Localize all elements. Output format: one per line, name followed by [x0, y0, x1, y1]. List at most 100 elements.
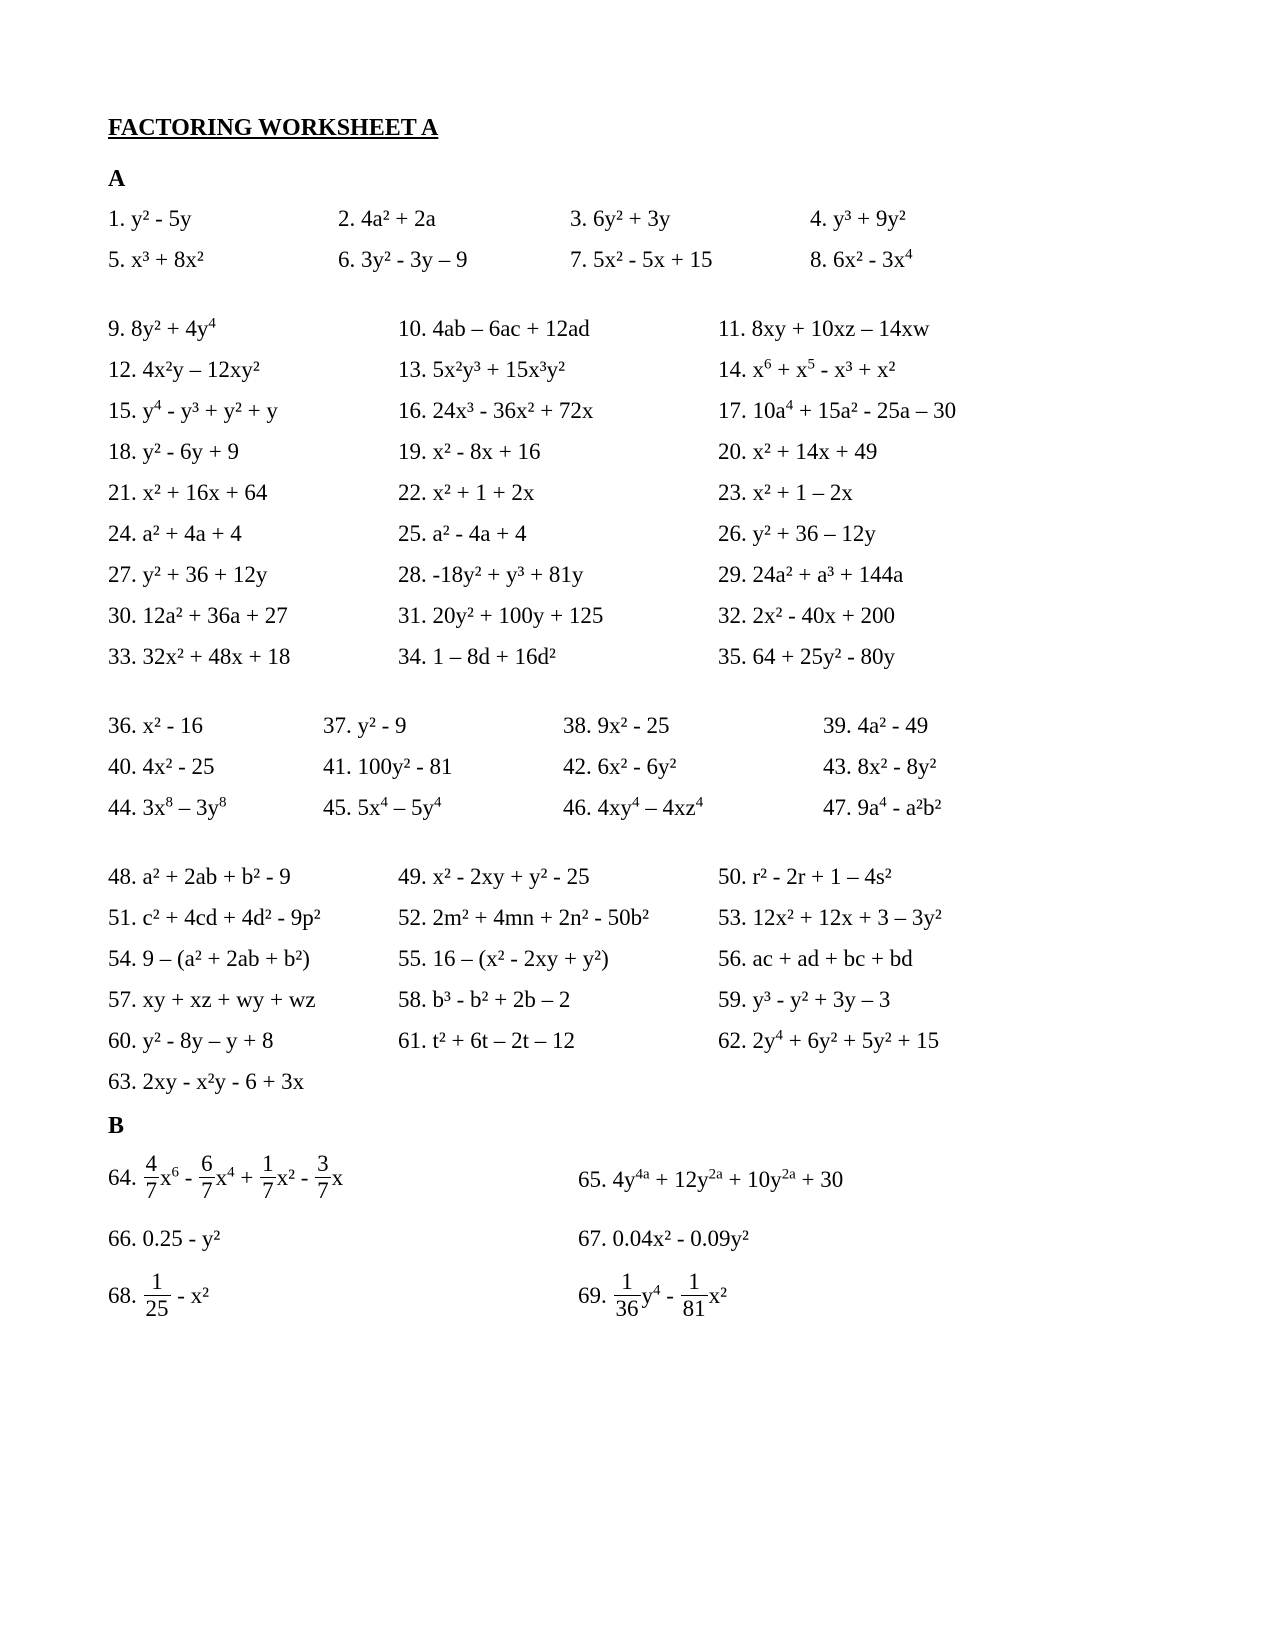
problem-row: 60. y² - 8y – y + 8 61. t² + 6t – 2t – 1… [108, 1029, 1175, 1052]
problem: 16. 24x³ - 36x² + 72x [398, 399, 718, 422]
problem-block-4: 48. a² + 2ab + b² - 9 49. x² - 2xy + y² … [108, 865, 1175, 1093]
denominator: 36 [614, 1295, 641, 1321]
fraction: 47 [144, 1152, 160, 1203]
expr-part: - x² [172, 1283, 210, 1308]
problem-block-b: 64. 47x6 - 67x4 + 17x² - 37x 65. 4y4a + … [108, 1154, 1175, 1324]
problem: 23. x² + 1 – 2x [718, 481, 853, 504]
problem: 52. 2m² + 4mn + 2n² - 50b² [398, 906, 718, 929]
problem: 22. x² + 1 + 2x [398, 481, 718, 504]
problem: 67. 0.04x² - 0.09y² [578, 1227, 749, 1250]
problem: 14. x6 + x5 - x³ + x² [718, 358, 895, 381]
expr-part: x [332, 1165, 344, 1190]
exponent: 2a [782, 1166, 796, 1182]
problem: 15. y4 - y³ + y² + y [108, 399, 398, 422]
exponent: 8 [166, 794, 173, 810]
problem: 45. 5x4 – 5y4 [323, 796, 563, 819]
expr-part: + [235, 1165, 259, 1190]
expr-part: x² - [277, 1165, 315, 1190]
numerator: 1 [144, 1270, 171, 1295]
problem: 61. t² + 6t – 2t – 12 [398, 1029, 718, 1052]
problem-row: 5. x³ + 8x² 6. 3y² - 3y – 9 7. 5x² - 5x … [108, 248, 1175, 271]
problem: 60. y² - 8y – y + 8 [108, 1029, 398, 1052]
expr-part: – 4xz [639, 795, 695, 820]
expr-part: 64. [108, 1165, 143, 1190]
denominator: 7 [199, 1177, 215, 1203]
numerator: 4 [144, 1152, 160, 1177]
problem: 33. 32x² + 48x + 18 [108, 645, 398, 668]
numerator: 1 [681, 1270, 708, 1295]
problem: 57. xy + xz + wy + wz [108, 988, 398, 1011]
problem: 32. 2x² - 40x + 200 [718, 604, 895, 627]
expr-part: 62. 2y [718, 1028, 776, 1053]
expr-part: 46. 4xy [563, 795, 632, 820]
problem: 38. 9x² - 25 [563, 714, 823, 737]
problem-row: 27. y² + 36 + 12y 28. -18y² + y³ + 81y 2… [108, 563, 1175, 586]
expr-part: x² [709, 1283, 727, 1308]
problem: 26. y² + 36 – 12y [718, 522, 876, 545]
problem-row: 66. 0.25 - y² 67. 0.04x² - 0.09y² [108, 1227, 1175, 1250]
exponent: 5 [807, 356, 814, 372]
expr-part: 69. [578, 1283, 613, 1308]
problem: 63. 2xy - x²y - 6 + 3x [108, 1070, 398, 1093]
exponent: 4 [208, 315, 215, 331]
expr-part: - a²b² [887, 795, 942, 820]
exponent: 4 [905, 246, 912, 262]
problem: 24. a² + 4a + 4 [108, 522, 398, 545]
problem: 13. 5x²y³ + 15x³y² [398, 358, 718, 381]
problem: 43. 8x² - 8y² [823, 755, 936, 778]
expr-part: + 6y² + 5y² + 15 [783, 1028, 939, 1053]
fraction: 136 [614, 1270, 641, 1321]
problem-row: 33. 32x² + 48x + 18 34. 1 – 8d + 16d² 35… [108, 645, 1175, 668]
problem: 55. 16 – (x² - 2xy + y²) [398, 947, 718, 970]
expr-part: 14. x [718, 357, 764, 382]
problem: 62. 2y4 + 6y² + 5y² + 15 [718, 1029, 939, 1052]
expr-part: – 5y [388, 795, 434, 820]
problem-row: 68. 125 - x² 69. 136y4 - 181x² [108, 1272, 1175, 1323]
problem-block-2: 9. 8y² + 4y4 10. 4ab – 6ac + 12ad 11. 8x… [108, 317, 1175, 668]
exponent: 4 [776, 1027, 783, 1043]
expr-part: – 3y [173, 795, 219, 820]
page-title: FACTORING WORKSHEET A [108, 115, 1175, 142]
problem: 3. 6y² + 3y [570, 207, 810, 230]
expr-part: 47. 9a [823, 795, 879, 820]
problem: 2. 4a² + 2a [338, 207, 570, 230]
problem: 27. y² + 36 + 12y [108, 563, 398, 586]
expr-part: 15. y [108, 398, 154, 423]
expr-part: 44. 3x [108, 795, 166, 820]
problem: 47. 9a4 - a²b² [823, 796, 941, 819]
problem: 19. x² - 8x + 16 [398, 440, 718, 463]
numerator: 3 [315, 1152, 331, 1177]
expr-part: - [660, 1283, 679, 1308]
problem: 11. 8xy + 10xz – 14xw [718, 317, 929, 340]
fraction: 67 [199, 1152, 215, 1203]
denominator: 81 [681, 1295, 708, 1321]
problem-row: 18. y² - 6y + 9 19. x² - 8x + 16 20. x² … [108, 440, 1175, 463]
problem-row: 30. 12a² + 36a + 27 31. 20y² + 100y + 12… [108, 604, 1175, 627]
problem-row: 48. a² + 2ab + b² - 9 49. x² - 2xy + y² … [108, 865, 1175, 888]
expr-part: + x [771, 357, 807, 382]
denominator: 7 [144, 1177, 160, 1203]
problem: 58. b³ - b² + 2b – 2 [398, 988, 718, 1011]
problem-row: 21. x² + 16x + 64 22. x² + 1 + 2x 23. x²… [108, 481, 1175, 504]
problem-row: 64. 47x6 - 67x4 + 17x² - 37x 65. 4y4a + … [108, 1154, 1175, 1205]
problem: 37. y² - 9 [323, 714, 563, 737]
problem: 34. 1 – 8d + 16d² [398, 645, 718, 668]
expr-part: - [179, 1165, 198, 1190]
problem: 46. 4xy4 – 4xz4 [563, 796, 823, 819]
exponent: 4 [227, 1164, 234, 1180]
problem-row: 1. y² - 5y 2. 4a² + 2a 3. 6y² + 3y 4. y³… [108, 207, 1175, 230]
exponent: 4 [696, 794, 703, 810]
expr-part: + 30 [796, 1167, 843, 1192]
expr-part: x [160, 1165, 172, 1190]
problem-row: 24. a² + 4a + 4 25. a² - 4a + 4 26. y² +… [108, 522, 1175, 545]
expr-part: x [216, 1165, 228, 1190]
fraction: 181 [681, 1270, 708, 1321]
fraction: 17 [260, 1152, 276, 1203]
problem-block-3: 36. x² - 16 37. y² - 9 38. 9x² - 25 39. … [108, 714, 1175, 819]
section-b-label: B [108, 1113, 1175, 1140]
problem: 30. 12a² + 36a + 27 [108, 604, 398, 627]
problem: 4. y³ + 9y² [810, 207, 906, 230]
exponent: 4a [636, 1166, 650, 1182]
problem: 69. 136y4 - 181x² [578, 1272, 727, 1323]
problem: 48. a² + 2ab + b² - 9 [108, 865, 398, 888]
